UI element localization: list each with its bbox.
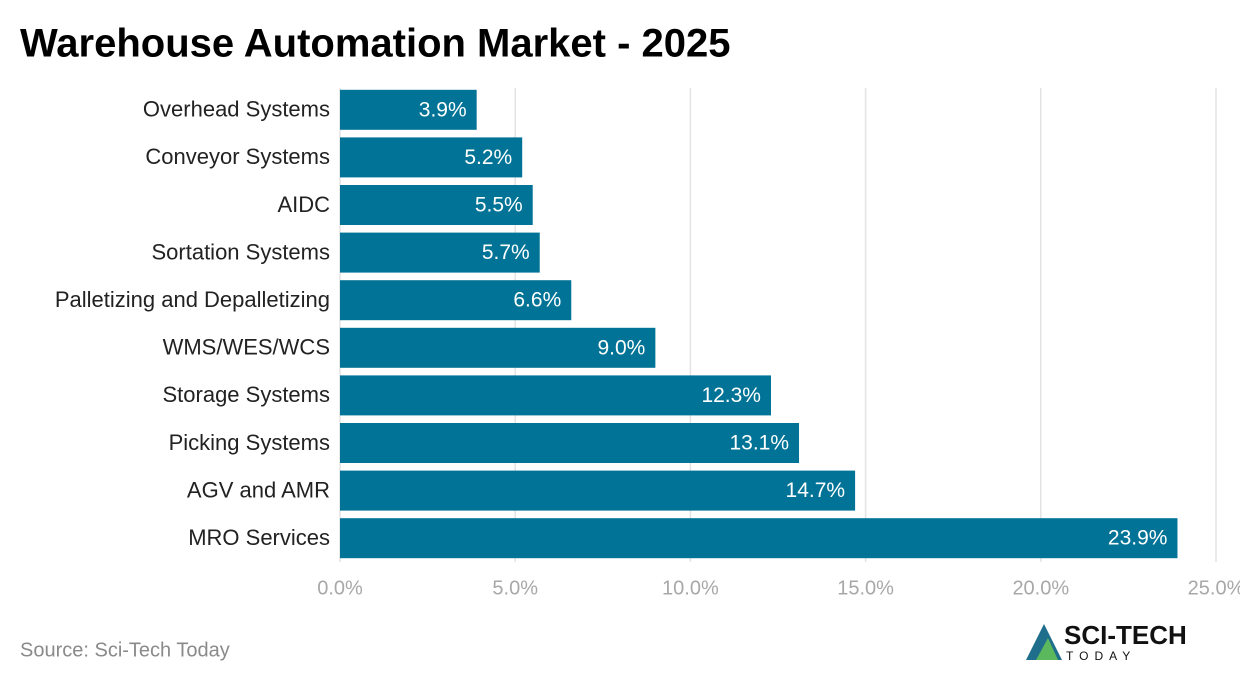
logo-tagline: TODAY [1066, 649, 1136, 663]
y-tick-label: AIDC [277, 192, 330, 217]
value-label: 13.1% [729, 432, 789, 455]
y-tick-label: Picking Systems [169, 430, 330, 455]
bar [340, 232, 540, 273]
x-tick-label: 25.0% [1188, 577, 1240, 599]
value-label: 5.2% [464, 146, 512, 169]
y-tick-label: Overhead Systems [143, 97, 330, 122]
x-tick-label: 10.0% [662, 577, 719, 599]
bar [340, 327, 656, 368]
y-tick-label: Storage Systems [162, 382, 330, 407]
bar [340, 185, 533, 225]
x-tick-label: 20.0% [1012, 577, 1069, 599]
value-label: 3.9% [419, 98, 467, 121]
value-label: 6.6% [513, 289, 561, 312]
y-tick-label: MRO Services [188, 525, 330, 550]
bar [340, 137, 523, 178]
y-tick-label: Palletizing and Depalletizing [55, 287, 330, 312]
x-tick-label: 0.0% [317, 577, 363, 599]
y-tick-label: AGV and AMR [187, 477, 330, 502]
source: Source: Sci-Tech Today [20, 639, 230, 661]
bar [340, 280, 572, 321]
bar [340, 423, 800, 463]
x-tick-label: 15.0% [837, 577, 894, 599]
y-tick-label: WMS/WES/WCS [163, 335, 330, 360]
bar [340, 89, 477, 130]
value-label: 23.9% [1108, 527, 1168, 550]
bar [340, 518, 1178, 559]
value-label: 5.5% [475, 194, 523, 217]
y-tick-label: Sortation Systems [151, 239, 330, 264]
bar [340, 470, 856, 511]
bar [340, 375, 771, 416]
logo-icon [1036, 638, 1058, 660]
value-label: 12.3% [701, 384, 761, 407]
chart-title: Warehouse Automation Market - 2025 [20, 22, 731, 66]
x-tick-label: 5.0% [492, 577, 538, 599]
logo-name: SCI-TECH [1064, 620, 1187, 650]
logo: SCI-TECH TODAY [1026, 620, 1187, 663]
value-label: 14.7% [786, 479, 846, 502]
value-label: 5.7% [482, 241, 530, 264]
value-label: 9.0% [597, 336, 645, 359]
y-tick-label: Conveyor Systems [145, 144, 330, 169]
